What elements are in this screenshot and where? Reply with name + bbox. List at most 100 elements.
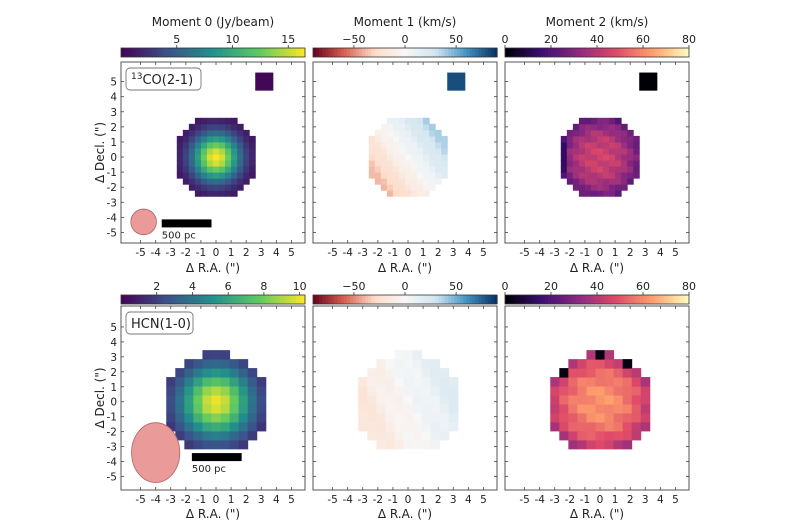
map-pixel <box>568 430 578 441</box>
colorbar-segment <box>423 295 428 304</box>
colorbar-segment <box>328 295 332 304</box>
beam-ellipse <box>131 422 181 483</box>
colorbar-segment <box>203 48 208 57</box>
colorbar-segment <box>268 295 272 304</box>
map-pixel <box>367 412 377 423</box>
map-pixel <box>586 395 596 405</box>
colorbar-segment <box>484 48 489 57</box>
colorbar-segment <box>469 295 474 304</box>
colorbar-segment <box>319 295 323 304</box>
map-pixel <box>615 129 622 137</box>
colorbar-segment <box>173 295 177 304</box>
map-pixel <box>430 377 441 387</box>
colorbar-segment <box>606 48 610 57</box>
colorbar-segment <box>216 48 220 57</box>
colorbar-segment <box>624 48 629 57</box>
line-label-superscript: 13 <box>131 72 142 82</box>
map-pixel <box>219 178 226 185</box>
map-pixel <box>417 184 424 191</box>
map-pixel <box>584 172 592 179</box>
map-pixel <box>247 421 258 432</box>
map-pixel <box>237 129 244 137</box>
colorbar-segment <box>511 48 515 57</box>
colorbar-segment <box>295 295 300 304</box>
colorbar-segment <box>652 295 656 304</box>
colorbar-segment <box>624 295 629 304</box>
map-pixel <box>640 377 651 387</box>
map-pixel <box>586 377 596 387</box>
colorbar-segment <box>670 295 675 304</box>
colorbar-segment <box>664 48 669 57</box>
map-pixel <box>430 430 441 441</box>
colorbar-segment <box>176 48 180 57</box>
colorbar-tick-label: 60 <box>636 33 650 46</box>
map-pixel <box>603 135 610 143</box>
map-pixel <box>398 123 406 131</box>
map-pixel <box>411 190 418 197</box>
map-pixel <box>394 377 404 387</box>
map-pixel <box>237 172 244 179</box>
colorbar-segment <box>139 295 144 304</box>
map-pixel <box>439 386 450 396</box>
colorbar-segment <box>127 295 131 304</box>
colorbar-segment <box>313 48 317 57</box>
colorbar-segment <box>182 48 186 57</box>
map-pixel <box>385 439 395 450</box>
map-pixel <box>200 129 208 137</box>
colorbar-segment <box>554 295 558 304</box>
map-pixel <box>572 178 580 185</box>
x-tick-label: -1 <box>196 247 206 259</box>
map-pixel <box>213 178 220 185</box>
map-pixel <box>392 123 400 131</box>
colorbar-segment <box>325 295 329 304</box>
map-pixel <box>417 117 424 125</box>
colorbar-segment <box>157 48 162 57</box>
map-pixel <box>430 359 441 369</box>
map-pixel <box>376 386 386 396</box>
colorbar-segment <box>160 295 165 304</box>
colorbar-title: Moment 2 (km/s) <box>546 15 649 29</box>
map-pixel <box>231 129 238 137</box>
map-pixel <box>200 135 208 143</box>
map-pixel <box>430 412 441 423</box>
map-pixel <box>572 184 580 191</box>
map-pixel <box>231 190 238 197</box>
map-pixel <box>597 190 604 197</box>
map-pixel <box>550 395 560 405</box>
map-pixel <box>403 412 414 423</box>
y-tick-label: 4 <box>110 92 117 104</box>
map-pixel <box>380 160 388 167</box>
colorbar-tick-label: 40 <box>590 280 604 293</box>
map-pixel <box>229 439 240 450</box>
map-pixel <box>595 359 606 369</box>
map-pixel <box>621 141 628 149</box>
colorbar-segment <box>405 48 409 57</box>
map-pixel <box>219 129 226 137</box>
map-pixel <box>577 430 587 441</box>
map-pixel <box>615 172 622 179</box>
colorbar-segment <box>343 295 348 304</box>
map-pixel <box>202 430 212 441</box>
map-pixel <box>439 430 450 441</box>
map-pixel <box>621 147 628 155</box>
colorbar-segment <box>383 295 388 304</box>
colorbar-segment <box>520 295 524 304</box>
colorbar-segment <box>514 48 518 57</box>
map-pixel <box>256 412 267 423</box>
colorbar-segment <box>603 295 607 304</box>
map-pixel <box>559 368 569 378</box>
map-pixel <box>243 147 250 155</box>
colorbar-segment <box>249 48 254 57</box>
colorbar-segment <box>566 48 570 57</box>
map-pixel <box>213 184 220 191</box>
map-pixel <box>411 135 418 143</box>
colorbar-segment <box>185 295 190 304</box>
map-pixel <box>572 166 580 173</box>
map-pixel <box>411 147 418 155</box>
map-pixel <box>429 123 436 131</box>
map-pixel <box>586 439 596 450</box>
map-pixel <box>590 190 598 197</box>
map-pixel <box>256 403 267 414</box>
colorbar-segment <box>191 48 196 57</box>
map-pixel <box>188 129 196 137</box>
